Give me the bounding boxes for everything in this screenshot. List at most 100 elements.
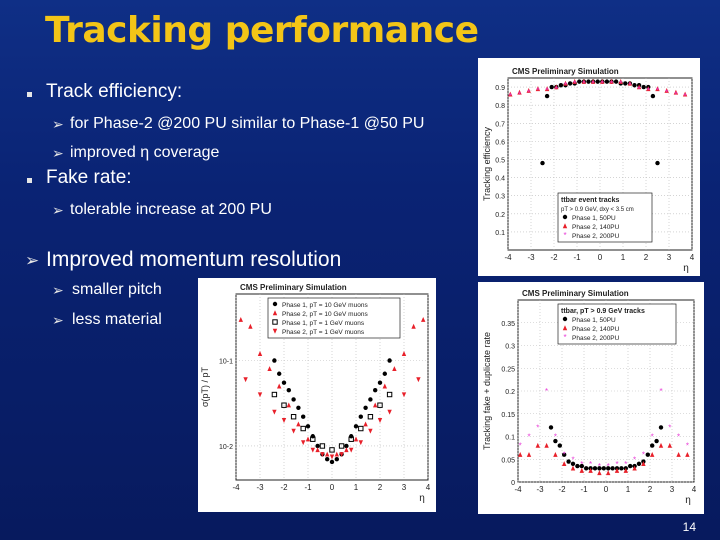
y-tick-label: 0.6 bbox=[495, 139, 505, 146]
data-point bbox=[301, 414, 306, 419]
data-point bbox=[562, 316, 568, 322]
x-tick-label: -1 bbox=[580, 485, 588, 494]
fakerate-chart: CMS Preliminary Simulation -4 -3 -2 -1 0 1 2 3 4 0… bbox=[482, 289, 697, 506]
data-point bbox=[271, 391, 278, 398]
data-point: * bbox=[615, 460, 618, 469]
data-point: * bbox=[545, 387, 548, 396]
data-point bbox=[325, 457, 330, 462]
arrow-icon: ➢ bbox=[52, 145, 64, 161]
data-point bbox=[358, 414, 363, 419]
x-tick-label: -3 bbox=[536, 485, 544, 494]
legend-entry: Phase 2, 140PU bbox=[572, 326, 620, 333]
efficiency-panel: CMS Preliminary Simulation -4 -3 -2 -1 0 1 2 3 4 0… bbox=[478, 58, 700, 276]
data-point bbox=[614, 467, 620, 473]
x-tick-label: 4 bbox=[690, 253, 695, 262]
y-tick-label: 0.1 bbox=[495, 230, 505, 237]
data-point bbox=[609, 78, 614, 84]
data-point bbox=[600, 78, 605, 84]
data-point bbox=[518, 452, 523, 457]
data-point bbox=[557, 443, 562, 448]
x-tick-label: 0 bbox=[330, 483, 335, 492]
x-tick-label: 4 bbox=[692, 485, 697, 494]
data-point: * bbox=[601, 79, 604, 88]
y-tick-label: 0.35 bbox=[501, 321, 515, 328]
data-point bbox=[548, 425, 554, 430]
data-point bbox=[508, 91, 513, 97]
data-point bbox=[586, 79, 591, 84]
data-point bbox=[334, 451, 339, 457]
data-point bbox=[367, 414, 374, 420]
data-point bbox=[257, 392, 263, 398]
data-point: * bbox=[633, 455, 636, 464]
data-point: * bbox=[580, 460, 583, 469]
data-point bbox=[645, 452, 650, 457]
x-tick-label: 4 bbox=[426, 483, 431, 492]
data-point bbox=[411, 323, 416, 329]
data-point bbox=[685, 452, 690, 457]
x-tick-label: -2 bbox=[280, 483, 288, 492]
data-point bbox=[272, 328, 278, 334]
data-point bbox=[416, 377, 421, 383]
data-point bbox=[291, 428, 296, 434]
x-tick-label: 1 bbox=[621, 253, 626, 262]
data-point bbox=[267, 366, 272, 371]
data-point bbox=[329, 459, 335, 465]
y-tick-label: 0.7 bbox=[495, 121, 505, 128]
data-point: * bbox=[656, 87, 659, 96]
x-tick-label: 1 bbox=[354, 483, 359, 492]
data-point bbox=[595, 79, 600, 84]
data-point bbox=[654, 438, 659, 444]
data-point: * bbox=[571, 455, 574, 464]
legend-title: ttbar, pT > 0.9 GeV tracks bbox=[561, 308, 645, 315]
arrow-icon: ➢ bbox=[52, 312, 64, 328]
data-point bbox=[544, 442, 549, 448]
data-point bbox=[544, 93, 550, 99]
legend-entry: Phase 2, 200PU bbox=[572, 335, 620, 342]
y-tick-label: 0 bbox=[511, 480, 515, 487]
data-point bbox=[636, 461, 642, 466]
data-point bbox=[363, 405, 368, 410]
data-point bbox=[606, 466, 611, 471]
x-axis-label: η bbox=[685, 495, 691, 506]
y-tick-label: 0.2 bbox=[495, 212, 505, 219]
data-point: * bbox=[651, 433, 654, 442]
data-point bbox=[301, 440, 306, 446]
page-number: 14 bbox=[682, 520, 696, 534]
legend-entry: Phase 2, 200PU bbox=[572, 233, 620, 240]
data-point bbox=[401, 392, 407, 398]
data-point bbox=[344, 443, 349, 449]
data-point bbox=[676, 452, 681, 457]
data-point bbox=[325, 451, 330, 457]
data-point bbox=[575, 463, 580, 469]
data-point: * bbox=[536, 87, 539, 96]
data-point bbox=[588, 467, 593, 473]
x-tick-label: -2 bbox=[550, 253, 558, 262]
data-point: * bbox=[624, 460, 627, 469]
x-tick-label: -2 bbox=[558, 485, 566, 494]
y-tick-label: 0.3 bbox=[505, 344, 515, 351]
data-point bbox=[535, 442, 540, 448]
x-tick-label: 1 bbox=[626, 485, 631, 494]
data-point: * bbox=[684, 92, 687, 101]
data-point bbox=[248, 323, 253, 329]
data-point bbox=[349, 434, 354, 439]
data-point bbox=[566, 459, 571, 464]
x-tick-label: 0 bbox=[598, 253, 603, 262]
chart-header: CMS Preliminary Simulation bbox=[240, 283, 347, 292]
legend-entry: Phase 2, pT = 1 GeV muons bbox=[282, 329, 365, 336]
x-tick-label: 3 bbox=[670, 485, 675, 494]
data-point bbox=[272, 310, 278, 316]
data-point bbox=[673, 89, 679, 95]
data-point bbox=[650, 452, 655, 457]
data-point bbox=[286, 387, 291, 393]
data-point bbox=[315, 443, 320, 449]
data-point bbox=[315, 447, 320, 453]
data-point bbox=[272, 358, 277, 363]
x-tick-label: -1 bbox=[304, 483, 312, 492]
legend-box bbox=[557, 192, 653, 243]
y-tick-label: 0.2 bbox=[505, 389, 515, 396]
data-point bbox=[272, 409, 277, 415]
legend-entry: Phase 1, 50PU bbox=[572, 215, 616, 222]
data-point bbox=[344, 447, 349, 453]
data-point bbox=[310, 447, 315, 453]
